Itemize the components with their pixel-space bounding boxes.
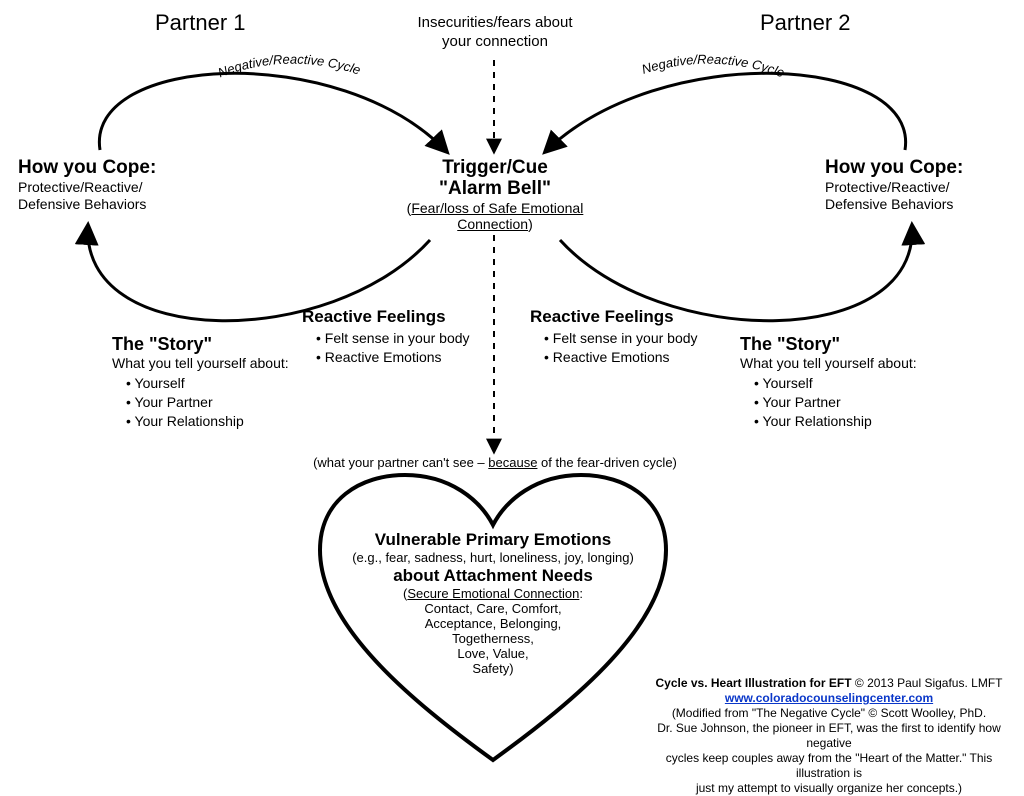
story-right-lead: What you tell yourself about: <box>740 355 950 373</box>
story-left-list: Yourself Your Partner Your Relationship <box>112 374 322 431</box>
cope-left-block: How you Cope: Protective/Reactive/ Defen… <box>18 158 218 214</box>
midline-text: (what your partner can't see – because o… <box>250 455 740 470</box>
reactive-right-title: Reactive Feelings <box>530 308 720 327</box>
story-right-title: The "Story" <box>740 335 950 355</box>
top-center-text: Insecurities/fears about your connection <box>370 14 620 52</box>
reactive-right-b1: Felt sense in your body <box>544 329 720 348</box>
credits-link[interactable]: www.coloradocounselingcenter.com <box>725 691 933 705</box>
heart-text-block: Vulnerable Primary Emotions (e.g., fear,… <box>323 530 663 676</box>
story-right-b3: Your Relationship <box>754 412 950 431</box>
reactive-right-list: Felt sense in your body Reactive Emotion… <box>530 329 720 367</box>
heart-l3: Togetherness, <box>323 631 663 646</box>
story-right-b2: Your Partner <box>754 393 950 412</box>
cope-right-sub1: Protective/Reactive/ <box>825 179 1024 197</box>
cycle-label-right: Negative/Reactive Cycle <box>640 52 787 81</box>
credits-l3: (Modified from "The Negative Cycle" © Sc… <box>644 706 1014 721</box>
trigger-line1: Trigger/Cue <box>370 158 620 179</box>
top-center-line1: Insecurities/fears about <box>370 14 620 33</box>
story-left-b2: Your Partner <box>126 393 322 412</box>
credits-block: Cycle vs. Heart Illustration for EFT © 2… <box>644 676 1014 796</box>
heart-l2: Acceptance, Belonging, <box>323 616 663 631</box>
story-left-b1: Yourself <box>126 374 322 393</box>
story-left-block: The "Story" What you tell yourself about… <box>112 335 322 431</box>
story-left-title: The "Story" <box>112 335 322 355</box>
cope-right-sub2: Defensive Behaviors <box>825 196 1024 214</box>
story-right-b1: Yourself <box>754 374 950 393</box>
reactive-left-block: Reactive Feelings Felt sense in your bod… <box>302 308 492 366</box>
trigger-block: Trigger/Cue "Alarm Bell" (Fear/loss of S… <box>370 158 620 232</box>
heart-sub1: (e.g., fear, sadness, hurt, loneliness, … <box>323 550 663 565</box>
heart-secure: (Secure Emotional Connection: <box>323 586 663 601</box>
heart-title1: Vulnerable Primary Emotions <box>323 530 663 550</box>
trigger-sub: (Fear/loss of Safe Emotional Connection) <box>370 200 620 232</box>
partner2-header: Partner 2 <box>760 10 851 36</box>
reactive-left-b2: Reactive Emotions <box>316 348 492 367</box>
reactive-right-b2: Reactive Emotions <box>544 348 720 367</box>
credits-l6: just my attempt to visually organize her… <box>644 781 1014 796</box>
heart-l5: Safety) <box>323 661 663 676</box>
cope-right-block: How you Cope: Protective/Reactive/ Defen… <box>825 158 1024 214</box>
cycle-label-left: Negative/Reactive Cycle <box>216 52 363 81</box>
credits-l1: Cycle vs. Heart Illustration for EFT © 2… <box>644 676 1014 691</box>
cope-left-title: How you Cope: <box>18 158 218 179</box>
story-right-block: The "Story" What you tell yourself about… <box>740 335 950 431</box>
trigger-line2: "Alarm Bell" <box>370 179 620 200</box>
credits-l5: cycles keep couples away from the "Heart… <box>644 751 1014 781</box>
cope-right-title: How you Cope: <box>825 158 1024 179</box>
heart-l4: Love, Value, <box>323 646 663 661</box>
reactive-left-list: Felt sense in your body Reactive Emotion… <box>302 329 492 367</box>
cope-left-sub1: Protective/Reactive/ <box>18 179 218 197</box>
reactive-left-b1: Felt sense in your body <box>316 329 492 348</box>
diagram-stage: Negative/Reactive Cycle Negative/Reactiv… <box>0 0 1024 795</box>
top-center-line2: your connection <box>370 33 620 52</box>
heart-l1: Contact, Care, Comfort, <box>323 601 663 616</box>
heart-title2: about Attachment Needs <box>323 566 663 586</box>
left-upper-arc <box>99 73 447 152</box>
right-upper-arc <box>545 73 906 152</box>
credits-l2: www.coloradocounselingcenter.com <box>644 691 1014 706</box>
story-right-list: Yourself Your Partner Your Relationship <box>740 374 950 431</box>
reactive-left-title: Reactive Feelings <box>302 308 492 327</box>
story-left-b3: Your Relationship <box>126 412 322 431</box>
partner1-header: Partner 1 <box>155 10 246 36</box>
credits-l4: Dr. Sue Johnson, the pioneer in EFT, was… <box>644 721 1014 751</box>
cope-left-sub2: Defensive Behaviors <box>18 196 218 214</box>
reactive-right-block: Reactive Feelings Felt sense in your bod… <box>530 308 720 366</box>
story-left-lead: What you tell yourself about: <box>112 355 322 373</box>
